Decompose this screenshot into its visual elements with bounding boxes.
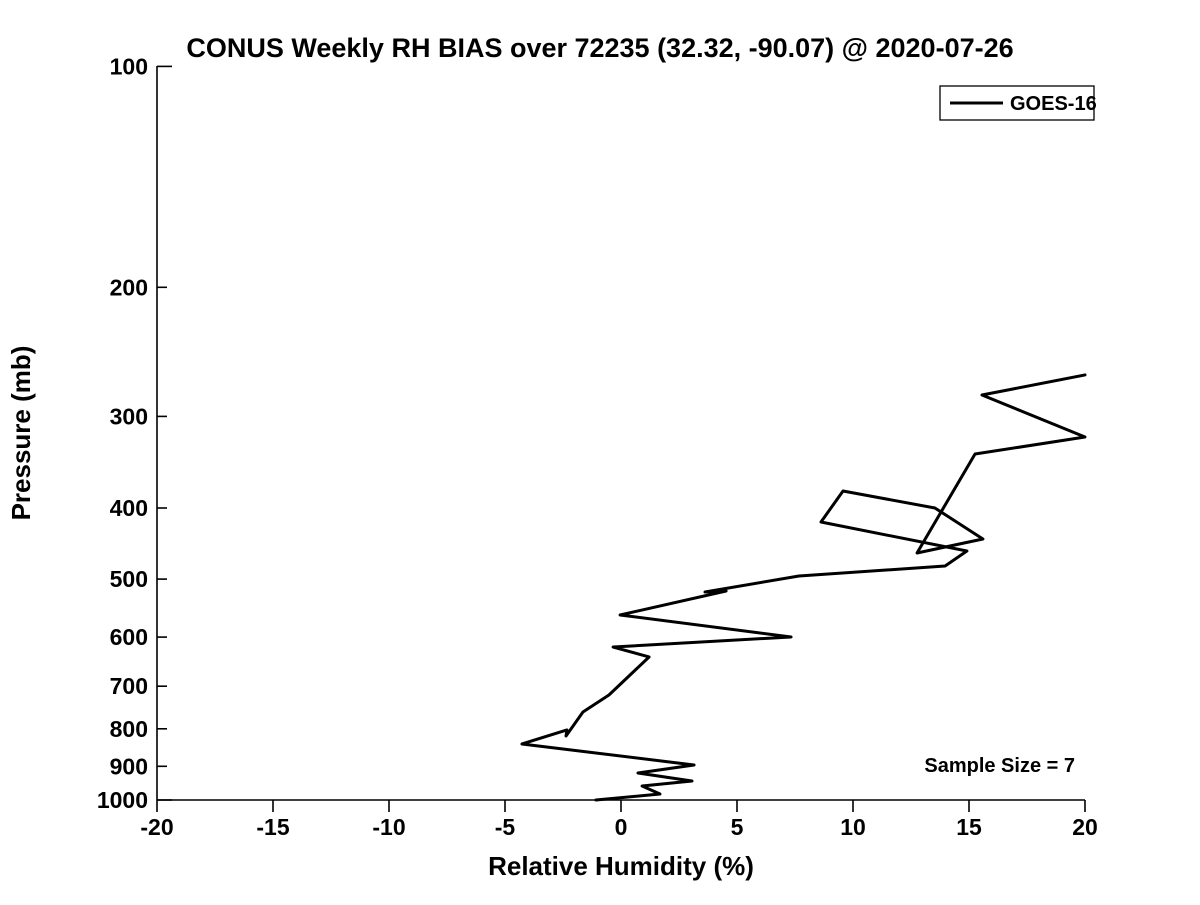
svg-text:500: 500 [110, 566, 148, 592]
svg-text:-5: -5 [495, 814, 516, 840]
svg-text:0: 0 [615, 814, 628, 840]
svg-text:800: 800 [110, 716, 148, 742]
svg-text:Sample Size = 7: Sample Size = 7 [924, 755, 1075, 777]
svg-text:-20: -20 [140, 814, 173, 840]
svg-text:Pressure (mb): Pressure (mb) [6, 346, 36, 521]
svg-text:1000: 1000 [97, 787, 148, 813]
svg-text:100: 100 [110, 53, 148, 79]
svg-text:Relative Humidity (%): Relative Humidity (%) [488, 851, 754, 881]
svg-text:GOES-16: GOES-16 [1010, 93, 1097, 115]
svg-text:200: 200 [110, 274, 148, 300]
svg-text:700: 700 [110, 673, 148, 699]
svg-text:600: 600 [110, 624, 148, 650]
svg-text:CONUS Weekly RH BIAS over 7223: CONUS Weekly RH BIAS over 72235 (32.32, … [186, 33, 1013, 63]
svg-text:-15: -15 [256, 814, 289, 840]
svg-text:-10: -10 [372, 814, 405, 840]
svg-text:5: 5 [731, 814, 744, 840]
svg-text:400: 400 [110, 495, 148, 521]
svg-text:900: 900 [110, 753, 148, 779]
svg-text:300: 300 [110, 403, 148, 429]
svg-text:15: 15 [956, 814, 982, 840]
svg-text:20: 20 [1072, 814, 1098, 840]
svg-text:10: 10 [840, 814, 866, 840]
